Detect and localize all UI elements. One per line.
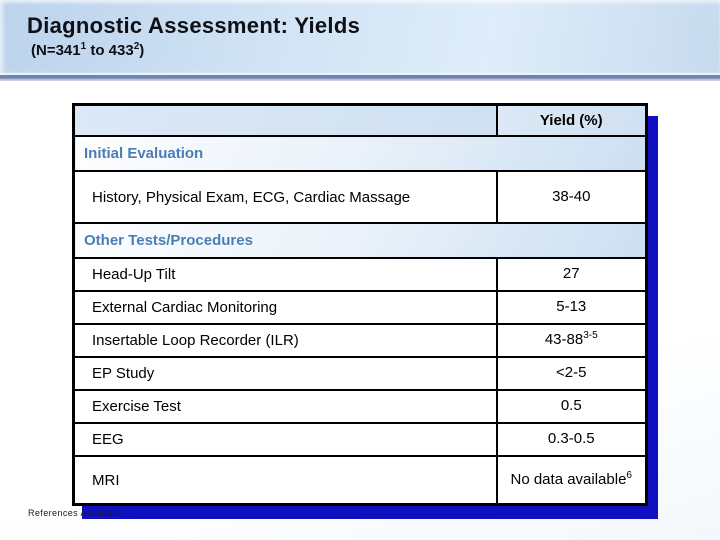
table-column-header-row: Yield (%) (72, 103, 648, 137)
subtitle-reference-1: 1 (80, 41, 87, 52)
row-label: Head-Up Tilt (72, 257, 498, 292)
row-label: Insertable Loop Recorder (ILR) (72, 323, 498, 358)
section-title: Initial Evaluation (72, 135, 648, 172)
table-row: Exercise Test 0.5 (72, 389, 648, 424)
row-value: 43-883-5 (495, 323, 648, 358)
subtitle-segment: (N=341 (31, 42, 81, 59)
section-header-other-tests: Other Tests/Procedures (72, 222, 648, 259)
row-value: 0.3-0.5 (495, 422, 648, 457)
row-label: Exercise Test (72, 389, 498, 424)
row-value-text: 5-13 (556, 298, 587, 316)
header-separator-line (0, 73, 720, 81)
row-label: External Cardiac Monitoring (72, 290, 498, 325)
row-value: No data available6 (495, 455, 648, 506)
row-value: 38-40 (495, 170, 648, 224)
column-header-empty-cell (72, 103, 498, 137)
row-value-text: <2-5 (556, 364, 587, 382)
table-row: Insertable Loop Recorder (ILR) 43-883-5 (72, 323, 648, 358)
page-title: Diagnostic Assessment: Yields (27, 13, 361, 38)
table-row: EEG 0.3-0.5 (72, 422, 648, 457)
footnote-references: References Available (28, 508, 121, 518)
row-value: 5-13 (495, 290, 648, 325)
row-value: 27 (495, 257, 648, 292)
row-value-text: 43-88 (544, 331, 584, 349)
row-label: History, Physical Exam, ECG, Cardiac Mas… (72, 170, 498, 224)
row-label: EEG (72, 422, 498, 457)
row-value-superscript: 3-5 (583, 330, 598, 342)
table-row: Head-Up Tilt 27 (72, 257, 648, 292)
subtitle-reference-2: 2 (133, 41, 140, 52)
table-row: External Cardiac Monitoring 5-13 (72, 290, 648, 325)
yields-table: Yield (%) Initial Evaluation History, Ph… (72, 103, 648, 506)
row-value-text: No data available (510, 470, 627, 488)
row-value: 0.5 (495, 389, 648, 424)
row-value-superscript: 6 (626, 469, 632, 481)
row-label: EP Study (72, 356, 498, 391)
subtitle-segment: to 433 (86, 42, 134, 59)
table-row: History, Physical Exam, ECG, Cardiac Mas… (72, 170, 648, 224)
row-value-text: 0.5 (560, 397, 582, 415)
table-row: MRI No data available6 (72, 455, 648, 506)
row-value-text: 0.3-0.5 (547, 430, 595, 448)
row-label: MRI (72, 455, 498, 506)
column-header-yield: Yield (%) (495, 103, 648, 137)
section-header-initial-evaluation: Initial Evaluation (72, 135, 648, 172)
header-band (0, 0, 720, 73)
page-subtitle: (N=3411 to 4332) (31, 41, 145, 60)
row-value-text: 27 (562, 265, 580, 283)
row-value: <2-5 (495, 356, 648, 391)
table-row: EP Study <2-5 (72, 356, 648, 391)
row-value-text: 38-40 (552, 187, 591, 205)
subtitle-segment: ) (139, 42, 145, 59)
section-title: Other Tests/Procedures (72, 222, 648, 259)
